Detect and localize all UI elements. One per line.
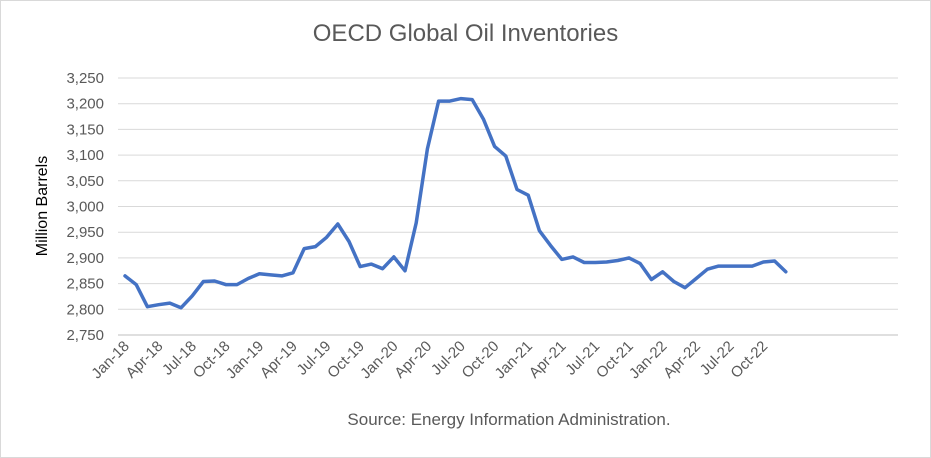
chart-title: OECD Global Oil Inventories — [312, 20, 619, 47]
data-point — [358, 265, 362, 269]
x-tick-label: Apr-21 — [526, 338, 570, 382]
data-point — [213, 279, 217, 283]
data-point — [728, 264, 732, 268]
data-point — [515, 188, 519, 192]
x-tick-label: Oct-22 — [727, 338, 771, 382]
data-point — [134, 283, 138, 287]
y-tick-label: 2,950 — [66, 224, 104, 241]
data-point — [526, 193, 530, 197]
data-point — [179, 306, 183, 310]
data-point — [437, 99, 441, 103]
data-point — [549, 244, 553, 248]
data-point — [773, 259, 777, 263]
data-point — [190, 294, 194, 298]
data-point — [157, 303, 161, 307]
data-point — [761, 260, 765, 264]
y-axis-label: Million Barrels — [34, 156, 51, 256]
data-point — [582, 261, 586, 265]
y-tick-label: 3,000 — [66, 199, 104, 216]
series-oecd-inventories — [123, 96, 788, 310]
x-tick-label: Jan-22 — [626, 338, 670, 382]
data-point — [616, 259, 620, 263]
data-point — [235, 283, 239, 287]
source-note: Source: Energy Information Administratio… — [347, 410, 671, 429]
x-tick-label: Apr-22 — [660, 338, 704, 382]
data-point — [705, 267, 709, 271]
data-point — [425, 147, 429, 151]
data-point — [403, 269, 407, 273]
data-point — [672, 280, 676, 284]
data-point — [493, 144, 497, 148]
data-point — [560, 257, 564, 261]
data-point — [537, 229, 541, 233]
data-point — [470, 98, 474, 102]
data-point — [504, 154, 508, 158]
y-axis-tick-labels: 2,750 2,800 2,850 2,900 2,950 3,000 3,050 3,100… — [66, 70, 104, 344]
x-tick-label: Apr-18 — [123, 338, 167, 382]
data-point — [201, 280, 205, 284]
data-point — [627, 256, 631, 260]
data-point — [291, 271, 295, 275]
y-tick-label: 3,100 — [66, 147, 104, 164]
x-tick-label: Jan-20 — [357, 338, 401, 382]
data-point — [605, 260, 609, 264]
data-point — [246, 277, 250, 281]
data-point — [481, 117, 485, 121]
data-point — [280, 274, 284, 278]
data-point — [168, 301, 172, 305]
data-point — [369, 262, 373, 266]
x-tick-label: Apr-20 — [391, 338, 435, 382]
data-point — [325, 235, 329, 239]
x-tick-label: Jan-21 — [492, 338, 536, 382]
data-point — [414, 221, 418, 225]
y-tick-label: 3,200 — [66, 96, 104, 113]
data-point — [739, 264, 743, 268]
data-point — [123, 274, 127, 278]
data-point — [784, 270, 788, 274]
y-tick-label: 3,150 — [66, 121, 104, 138]
y-tick-label: 2,750 — [66, 327, 104, 344]
y-tick-label: 2,900 — [66, 250, 104, 267]
series-line — [123, 96, 788, 310]
data-point — [683, 286, 687, 290]
data-point — [347, 240, 351, 244]
x-tick-label: Apr-19 — [257, 338, 301, 382]
data-point — [717, 264, 721, 268]
x-axis-tick-labels: Jan-18Apr-18Jul-18Oct-18Jan-19Apr-19Jul-… — [88, 338, 771, 382]
data-point — [661, 270, 665, 274]
data-point — [269, 273, 273, 277]
data-point — [649, 278, 653, 282]
gridlines — [118, 77, 898, 336]
y-tick-label: 3,050 — [66, 173, 104, 190]
x-tick-label: Jan-19 — [223, 338, 267, 382]
data-point — [750, 264, 754, 268]
y-tick-label: 2,800 — [66, 301, 104, 318]
data-point — [593, 261, 597, 265]
data-point — [392, 255, 396, 259]
y-tick-label: 3,250 — [66, 70, 104, 87]
data-point — [257, 272, 261, 276]
y-tick-label: 2,850 — [66, 276, 104, 293]
data-point — [302, 247, 306, 251]
data-point — [145, 305, 149, 309]
x-tick-label: Jan-18 — [88, 338, 132, 382]
data-point — [448, 99, 452, 103]
data-point — [459, 97, 463, 101]
data-point — [638, 262, 642, 266]
data-point — [571, 255, 575, 259]
data-point — [313, 245, 317, 249]
data-point — [381, 267, 385, 271]
data-point — [336, 222, 340, 226]
data-point — [224, 283, 228, 287]
data-point — [694, 277, 698, 281]
